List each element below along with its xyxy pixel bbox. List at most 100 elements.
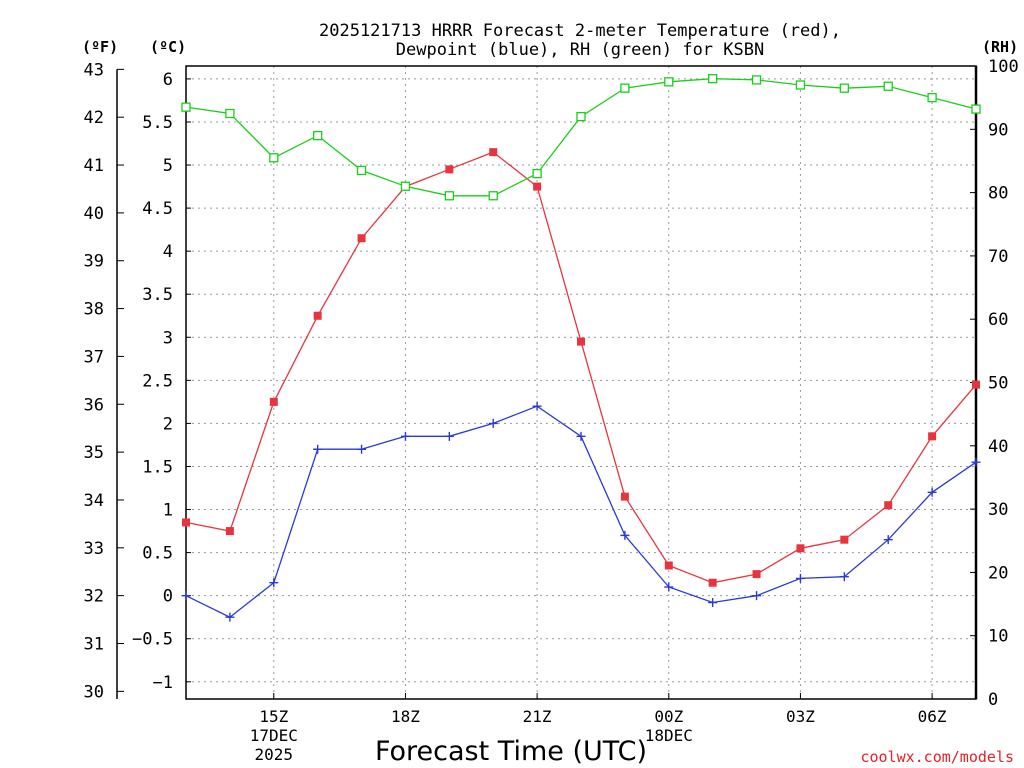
x-tick-label: 15Z (259, 707, 288, 726)
temperature-point (664, 561, 673, 570)
celsius-tick-label: 3 (163, 328, 173, 348)
celsius-tick-label: 0 (163, 587, 173, 607)
rh-tick-label: 80 (988, 184, 1008, 204)
rh-tick-label: 60 (988, 310, 1008, 330)
rh-tick-label: 0 (988, 690, 998, 710)
temperature-point (928, 432, 937, 441)
x-axis-label: Forecast Time (UTC) (375, 736, 647, 767)
temperature-point (357, 234, 366, 243)
celsius-tick-label: 4 (163, 242, 173, 262)
temperature-point (840, 535, 849, 544)
fahrenheit-tick-label: 33 (84, 539, 104, 559)
celsius-tick-label: 1.5 (142, 457, 173, 477)
celsius-tick-label: 1 (163, 501, 173, 521)
dewpoint-point (927, 487, 937, 497)
fahrenheit-tick-label: 36 (84, 395, 104, 415)
chart-title-line-2: Dewpoint (blue), RH (green) for KSBN (396, 40, 764, 60)
rh-tick-label: 100 (988, 57, 1019, 77)
dewpoint-point (532, 401, 542, 411)
chart-title-line-1: 2025121713 HRRR Forecast 2-meter Tempera… (319, 21, 841, 41)
rh-tick-label: 20 (988, 563, 1008, 583)
dewpoint-point (444, 431, 454, 441)
celsius-tick-label: −1 (153, 673, 173, 693)
celsius-tick-label: 2.5 (142, 371, 173, 391)
temperature-point (313, 311, 322, 320)
rh-axis-unit: (RH) (982, 38, 1018, 56)
celsius-tick-label: 3.5 (142, 285, 173, 305)
temperature-point (182, 518, 190, 527)
x-tick-label: 18DEC (645, 726, 693, 745)
rh-point (620, 83, 630, 93)
dewpoint-point (313, 444, 323, 454)
celsius-tick-label: 4.5 (142, 199, 173, 219)
temperature-point (489, 148, 498, 157)
rh-point (751, 75, 762, 85)
rh-point (927, 93, 937, 103)
dewpoint-point (225, 612, 235, 622)
axes: −1 −0.5 0 0.5 1 1.5 2 2.5 3 3.5 4 4.5 5 5.5 6 30 31 32 33 3… (84, 57, 1019, 710)
x-tick-label: 00Z (654, 707, 683, 726)
dewpoint-point (971, 457, 981, 467)
temperature-point (708, 578, 717, 587)
temperature-point (225, 527, 234, 536)
rh-tick-label: 70 (988, 247, 1008, 267)
temperature-point (620, 492, 629, 501)
rh-tick-label: 90 (988, 120, 1008, 140)
celsius-tick-label: 5 (163, 156, 173, 176)
rh-point (664, 77, 674, 87)
dewpoint-point (752, 591, 762, 601)
fahrenheit-tick-label: 31 (84, 634, 104, 654)
rh-point (971, 104, 981, 114)
temperature-point (884, 501, 893, 510)
rh-point (400, 181, 411, 191)
celsius-tick-label: 6 (163, 70, 173, 90)
celsius-tick-label: 5.5 (142, 113, 173, 133)
rh-point (488, 191, 498, 201)
rh-tick-label: 30 (988, 500, 1008, 520)
temperature-point (972, 380, 980, 389)
rh-point (532, 168, 542, 179)
dewpoint-point (664, 582, 674, 592)
x-tick-label: 18Z (391, 707, 420, 726)
dewpoint-point (708, 598, 718, 608)
fahrenheit-tick-label: 34 (84, 491, 104, 511)
credit-link[interactable]: coolwx.com/models (860, 748, 1014, 766)
data-series (181, 74, 981, 622)
dewpoint-point (181, 591, 191, 601)
temperature-point (577, 337, 585, 346)
fahrenheit-tick-label: 32 (84, 587, 104, 607)
fahrenheit-tick-label: 39 (84, 252, 104, 272)
x-tick-label: 06Z (918, 707, 947, 726)
rh-point (708, 74, 718, 84)
fahrenheit-tick-label: 30 (84, 682, 104, 702)
rh-point (356, 165, 367, 176)
temperature-point (752, 570, 761, 579)
fahrenheit-axis-unit: (ºF) (82, 38, 118, 56)
dewpoint-point (839, 572, 849, 582)
rh-tick-label: 40 (988, 437, 1008, 457)
dewpoint-point (620, 530, 630, 540)
rh-point (795, 80, 806, 90)
dewpoint-point (488, 418, 498, 428)
x-tick-label: 03Z (786, 707, 815, 726)
dewpoint-point (576, 431, 586, 441)
rh-point (576, 111, 586, 122)
dewpoint-point (269, 578, 279, 588)
rh-tick-label: 10 (988, 627, 1008, 647)
fahrenheit-tick-label: 43 (84, 60, 104, 80)
rh-point (313, 130, 323, 141)
dewpoint-point (795, 573, 805, 583)
x-tick-label: 2025 (255, 745, 294, 764)
fahrenheit-tick-label: 41 (84, 156, 104, 176)
celsius-tick-label: −0.5 (132, 630, 173, 650)
rh-point (181, 102, 191, 112)
fahrenheit-tick-label: 40 (84, 204, 104, 224)
dewpoint-point (357, 444, 367, 454)
temperature-point (533, 182, 542, 191)
rh-point (839, 83, 849, 93)
rh-point (269, 153, 279, 163)
rh-tick-label: 50 (988, 374, 1008, 394)
